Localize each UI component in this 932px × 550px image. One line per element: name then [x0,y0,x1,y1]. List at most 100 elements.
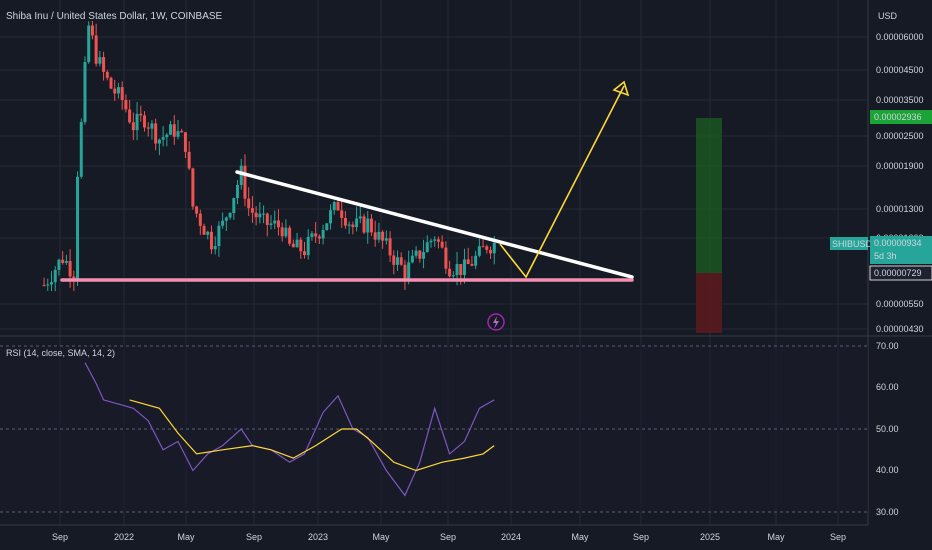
candle-body [340,210,344,218]
candle-body [83,62,87,123]
candle-body [477,246,481,256]
candle-body [489,249,493,254]
candle-body [217,225,221,247]
candle-body [425,242,429,253]
time-axis-label: Sep [246,532,262,542]
candle-body [407,262,411,280]
candle-body [459,264,463,275]
candle-body [381,231,385,241]
candle-body [120,87,124,101]
candle-body [131,122,135,131]
candle-body [451,275,455,277]
time-axis-label: 2025 [700,532,720,542]
price-tick-label: 0.00003500 [876,95,924,105]
candle-body [329,210,333,224]
candle-body [157,139,161,144]
candle-body [250,208,254,213]
candle-body [336,202,340,211]
candle-body [455,264,459,276]
target-zone [696,118,722,273]
candle-body [243,165,247,199]
candle-body [280,227,284,237]
price-tick-label: 0.00002500 [876,131,924,141]
candle-body [422,252,426,259]
candle-body [492,242,496,254]
time-axis-label: 2024 [501,532,521,542]
candle-body [276,220,280,228]
candle-body [325,223,329,231]
candle-body [462,259,466,275]
candle-body [332,202,336,211]
candle-body [176,131,180,137]
candle-body [306,236,310,256]
projection-path[interactable] [499,85,625,279]
candle-body [98,57,102,64]
candle-body [262,213,266,215]
candle-body [209,231,213,250]
candle-body [206,231,210,235]
candle-body [436,239,440,242]
candle-body [481,246,485,248]
projection-arrow-head [612,80,630,97]
candle-body [232,198,236,214]
candle-body [187,151,191,169]
currency-label: USD [878,11,898,21]
time-axis-label: May [372,532,390,542]
time-axis-label: Sep [52,532,68,542]
candle-body [448,268,452,277]
candle-body [224,217,228,221]
chart-title: Shiba Inu / United States Dollar, 1W, CO… [6,11,223,22]
rsi-label: RSI (14, close, SMA, 14, 2) [6,348,115,358]
current-price-label: 0.00000934 [874,238,922,248]
candle-body [288,227,292,244]
candle-body [79,122,83,177]
lightning-event-icon[interactable] [487,313,505,331]
rsi-scale[interactable]: 70.00 60.00 50.00 40.00 30.00 [876,341,899,517]
candle-body [172,124,176,137]
candle-body [314,233,318,237]
candle-body [64,261,68,263]
candle-body [396,257,400,265]
candle-body [265,213,269,225]
candle-body [124,100,128,110]
symbol-tag-badge [830,237,868,250]
candle-body [273,220,277,224]
candle-body [410,255,414,263]
candle-body [183,132,187,152]
time-axis-label: 2022 [114,532,134,542]
candle-body [68,261,72,277]
candle-body [247,198,251,209]
candle-body [94,35,98,64]
candle-body [195,206,199,214]
candle-body [57,259,61,270]
candle-body [321,230,325,239]
candle-body [433,239,437,241]
candle-body [429,240,433,243]
countdown-label: 5d 3h [874,251,897,261]
time-axis-label: Sep [830,532,846,542]
candlestick-series [42,20,496,292]
target-price-badge [870,110,932,124]
symbol-tag: SHIBUSD [832,239,873,249]
candle-body [76,176,80,280]
candle-body [254,212,258,218]
candle-body [105,71,109,78]
descending-resistance-line[interactable] [235,170,634,279]
candle-body [221,220,225,226]
price-scale[interactable]: USD 0.00006000 0.00004500 0.00003500 0.0000… [830,11,932,334]
stop-price-badge [869,265,932,281]
candle-body [362,216,366,233]
rsi-line [84,362,495,497]
candle-body [135,113,139,131]
time-axis[interactable]: Sep 2022 May Sep 2023 May Sep 2024 May Sep 2025 May… [52,532,846,542]
candle-body [165,134,169,138]
candle-body [373,232,377,240]
candle-body [87,25,91,63]
stop-price-label: 0.00000729 [874,268,922,278]
candle-body [403,264,407,280]
candle-body [291,243,295,248]
candle-body [470,263,474,266]
candle-body [169,124,173,135]
time-axis-label: May [571,532,589,542]
